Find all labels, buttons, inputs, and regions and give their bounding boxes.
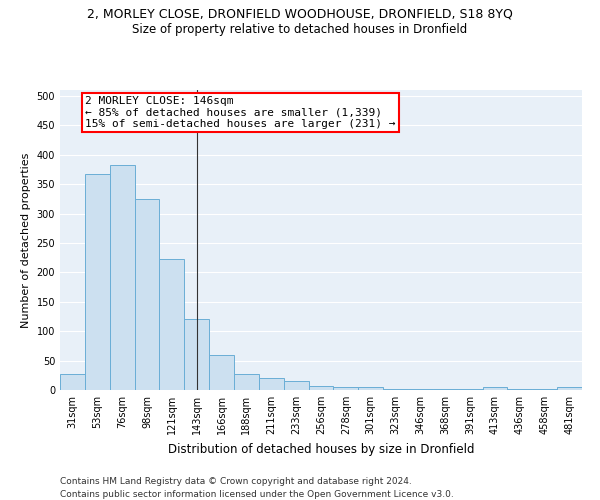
Text: Size of property relative to detached houses in Dronfield: Size of property relative to detached ho…: [133, 22, 467, 36]
Bar: [259, 378, 284, 390]
Bar: [482, 387, 508, 390]
Bar: [508, 389, 532, 390]
Text: Contains public sector information licensed under the Open Government Licence v3: Contains public sector information licen…: [60, 490, 454, 499]
Bar: [160, 260, 184, 390]
Bar: [110, 164, 134, 390]
Text: 2, MORLEY CLOSE, DRONFIELD WOODHOUSE, DRONFIELD, S18 8YQ: 2, MORLEY CLOSE, DRONFIELD WOODHOUSE, DR…: [87, 8, 513, 20]
Bar: [234, 374, 259, 390]
Bar: [458, 389, 482, 390]
Text: Contains HM Land Registry data © Crown copyright and database right 2024.: Contains HM Land Registry data © Crown c…: [60, 478, 412, 486]
Bar: [184, 320, 209, 390]
Bar: [284, 381, 308, 390]
Bar: [85, 174, 110, 390]
Bar: [383, 389, 408, 390]
Bar: [358, 387, 383, 390]
Bar: [433, 389, 458, 390]
Bar: [408, 389, 433, 390]
Bar: [60, 374, 85, 390]
Bar: [308, 386, 334, 390]
X-axis label: Distribution of detached houses by size in Dronfield: Distribution of detached houses by size …: [168, 442, 474, 456]
Bar: [334, 387, 358, 390]
Text: 2 MORLEY CLOSE: 146sqm
← 85% of detached houses are smaller (1,339)
15% of semi-: 2 MORLEY CLOSE: 146sqm ← 85% of detached…: [85, 96, 395, 129]
Bar: [557, 387, 582, 390]
Bar: [134, 199, 160, 390]
Bar: [209, 356, 234, 390]
Y-axis label: Number of detached properties: Number of detached properties: [21, 152, 31, 328]
Bar: [532, 389, 557, 390]
